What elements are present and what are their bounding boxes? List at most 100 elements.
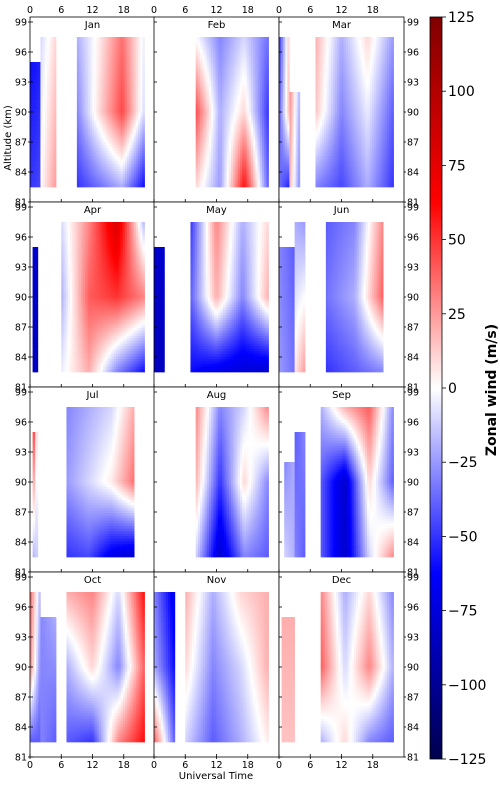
wind-cell (45, 153, 48, 156)
wind-cell (121, 78, 124, 81)
wind-cell (262, 60, 265, 63)
wind-cell (103, 102, 106, 105)
wind-cell (116, 76, 119, 79)
wind-cell (97, 104, 100, 107)
wind-cell (86, 156, 89, 159)
wind-cell (220, 63, 223, 66)
wind-cell (140, 104, 143, 107)
wind-cell (231, 58, 234, 61)
wind-cell (114, 96, 117, 99)
wind-cell (114, 45, 117, 48)
wind-cell (45, 84, 48, 87)
wind-cell (123, 174, 126, 177)
wind-cell (251, 50, 254, 53)
wind-cell (54, 99, 57, 102)
wind-cell (40, 104, 43, 107)
wind-cell (107, 89, 110, 92)
wind-cell (266, 65, 269, 68)
wind-cell (266, 37, 269, 40)
wind-cell (264, 42, 267, 45)
wind-cell (136, 151, 139, 154)
wind-cell (129, 104, 132, 107)
wind-cell (127, 171, 130, 174)
wind-cell (92, 122, 95, 125)
wind-cell (40, 184, 43, 187)
wind-cell (103, 122, 106, 125)
wind-cell (140, 148, 143, 151)
wind-cell (253, 60, 256, 63)
wind-cell (83, 182, 86, 185)
wind-cell (77, 81, 80, 84)
wind-cell (136, 45, 139, 48)
wind-cell (40, 138, 43, 141)
wind-cell (134, 73, 137, 76)
wind-cell (123, 153, 126, 156)
wind-cell (258, 45, 261, 48)
wind-cell (92, 86, 95, 89)
wind-cell (43, 63, 46, 66)
wind-cell (94, 53, 97, 56)
wind-cell (77, 148, 80, 151)
wind-cell (127, 58, 130, 61)
wind-cell (209, 58, 212, 61)
wind-cell (81, 78, 84, 81)
wind-cell (213, 68, 216, 71)
wind-cell (112, 133, 115, 136)
wind-cell (127, 84, 130, 87)
wind-cell (134, 81, 137, 84)
wind-cell (121, 47, 124, 50)
wind-cell (107, 102, 110, 105)
wind-cell (134, 128, 137, 131)
wind-cell (266, 40, 269, 43)
wind-cell (49, 125, 52, 128)
wind-cell (110, 96, 113, 99)
wind-cell (240, 55, 243, 58)
wind-cell (129, 60, 132, 63)
wind-cell (94, 174, 97, 177)
wind-cell (112, 174, 115, 177)
wind-cell (260, 37, 263, 40)
wind-cell (54, 65, 57, 68)
wind-cell (92, 47, 95, 50)
wind-cell (110, 115, 113, 118)
wind-cell (220, 42, 223, 45)
wind-cell (202, 37, 205, 40)
wind-cell (216, 50, 219, 53)
wind-cell (140, 45, 143, 48)
wind-cell (131, 55, 134, 58)
wind-cell (260, 40, 263, 43)
wind-cell (107, 63, 110, 66)
wind-cell (136, 81, 139, 84)
wind-cell (94, 112, 97, 115)
wind-cell (264, 71, 267, 74)
wind-cell (101, 146, 104, 149)
wind-cell (90, 161, 93, 164)
wind-cell (205, 60, 208, 63)
wind-cell (131, 184, 134, 187)
wind-cell (231, 71, 234, 74)
wind-cell (242, 53, 245, 56)
wind-cell (209, 55, 212, 58)
wind-cell (54, 138, 57, 141)
wind-cell (77, 117, 80, 120)
wind-cell (77, 120, 80, 123)
wind-cell (99, 171, 102, 174)
wind-cell (229, 58, 232, 61)
wind-cell (262, 50, 265, 53)
wind-cell (90, 68, 93, 71)
wind-cell (229, 60, 232, 63)
wind-cell (114, 107, 117, 110)
wind-cell (110, 50, 113, 53)
wind-cell (34, 179, 36, 182)
wind-cell (118, 76, 121, 79)
wind-cell (99, 86, 102, 89)
wind-cell (32, 161, 34, 164)
wind-cell (92, 130, 95, 133)
wind-cell (47, 171, 50, 174)
wind-cell (123, 40, 126, 43)
wind-cell (131, 179, 134, 182)
wind-cell (229, 37, 232, 40)
wind-cell (121, 68, 124, 71)
wind-cell (136, 171, 139, 174)
wind-cell (125, 182, 128, 185)
